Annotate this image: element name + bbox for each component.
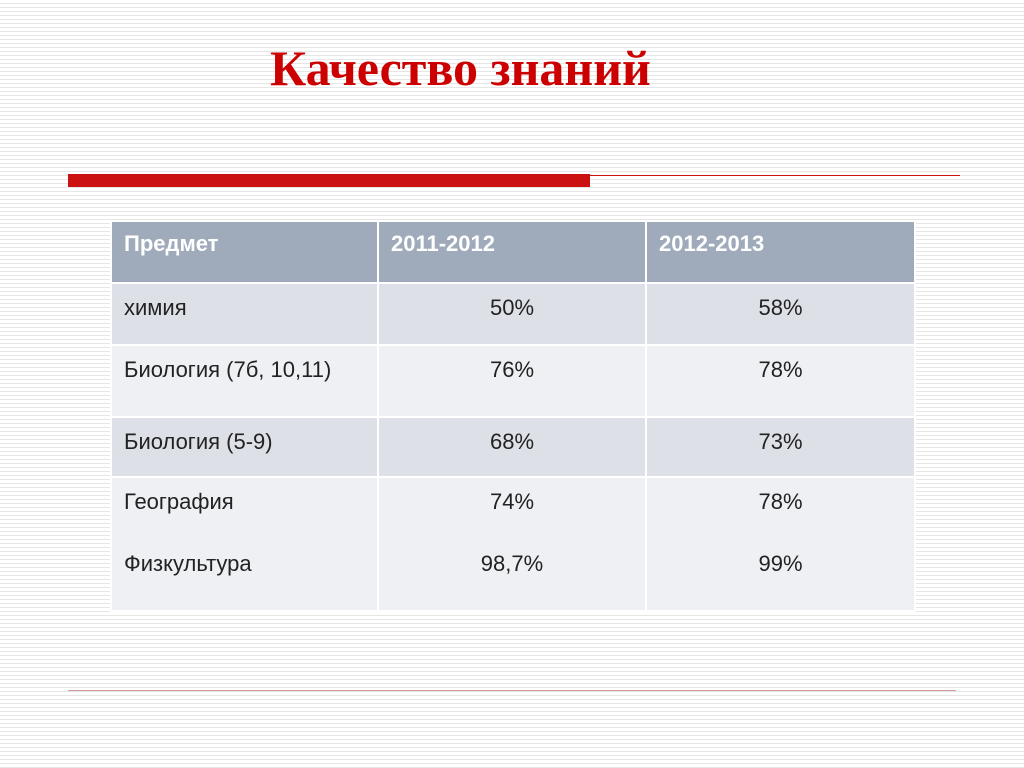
slide-title: Качество знаний	[270, 40, 651, 96]
value-text: 74%	[489, 489, 535, 514]
value-text: 98,7%	[480, 551, 544, 576]
table-header-row: Предмет 2011-2012 2012-2013	[110, 220, 916, 284]
value-text: 78%	[758, 357, 803, 382]
value-cell-2012-2013: 78% 99%	[645, 476, 916, 612]
table-row: Биология (5-9) 68% 73%	[110, 416, 916, 478]
table-row: Биология (7б, 10,11) 76% 78%	[110, 344, 916, 418]
accent-line	[590, 175, 960, 176]
footer-divider	[68, 690, 956, 691]
subject-cell: Биология (5-9)	[110, 416, 379, 478]
value-cell-2012-2013: 78%	[645, 344, 916, 418]
subject-cell: химия	[110, 282, 379, 346]
subject-cell: Биология (7б, 10,11)	[110, 344, 379, 418]
column-header-2011-2012: 2011-2012	[377, 220, 647, 284]
value-text: 58%	[758, 295, 803, 320]
accent-bar	[68, 174, 590, 187]
value-text: 99%	[758, 551, 803, 576]
spacer	[659, 516, 902, 550]
value-text: 68%	[489, 429, 535, 454]
value-cell-2011-2012: 74% 98,7%	[377, 476, 647, 612]
subject-cell: География Физкультура	[110, 476, 379, 612]
value-text: 73%	[758, 429, 803, 454]
subject-text: Физкультура	[124, 551, 252, 576]
spacer	[124, 516, 365, 550]
table-row: химия 50% 58%	[110, 282, 916, 346]
value-cell-2011-2012: 50%	[377, 282, 647, 346]
column-header-2012-2013: 2012-2013	[645, 220, 916, 284]
table-row: География Физкультура 74% 98,7% 78% 99%	[110, 476, 916, 612]
value-cell-2012-2013: 73%	[645, 416, 916, 478]
column-header-subject: Предмет	[110, 220, 379, 284]
value-cell-2012-2013: 58%	[645, 282, 916, 346]
value-text: 76%	[489, 357, 535, 382]
value-text: 78%	[758, 489, 803, 514]
spacer	[391, 516, 633, 550]
value-cell-2011-2012: 68%	[377, 416, 647, 478]
subject-text: География	[124, 489, 234, 514]
value-cell-2011-2012: 76%	[377, 344, 647, 418]
value-text: 50%	[489, 295, 535, 320]
knowledge-quality-table: Предмет 2011-2012 2012-2013 химия 50% 58…	[110, 220, 916, 612]
